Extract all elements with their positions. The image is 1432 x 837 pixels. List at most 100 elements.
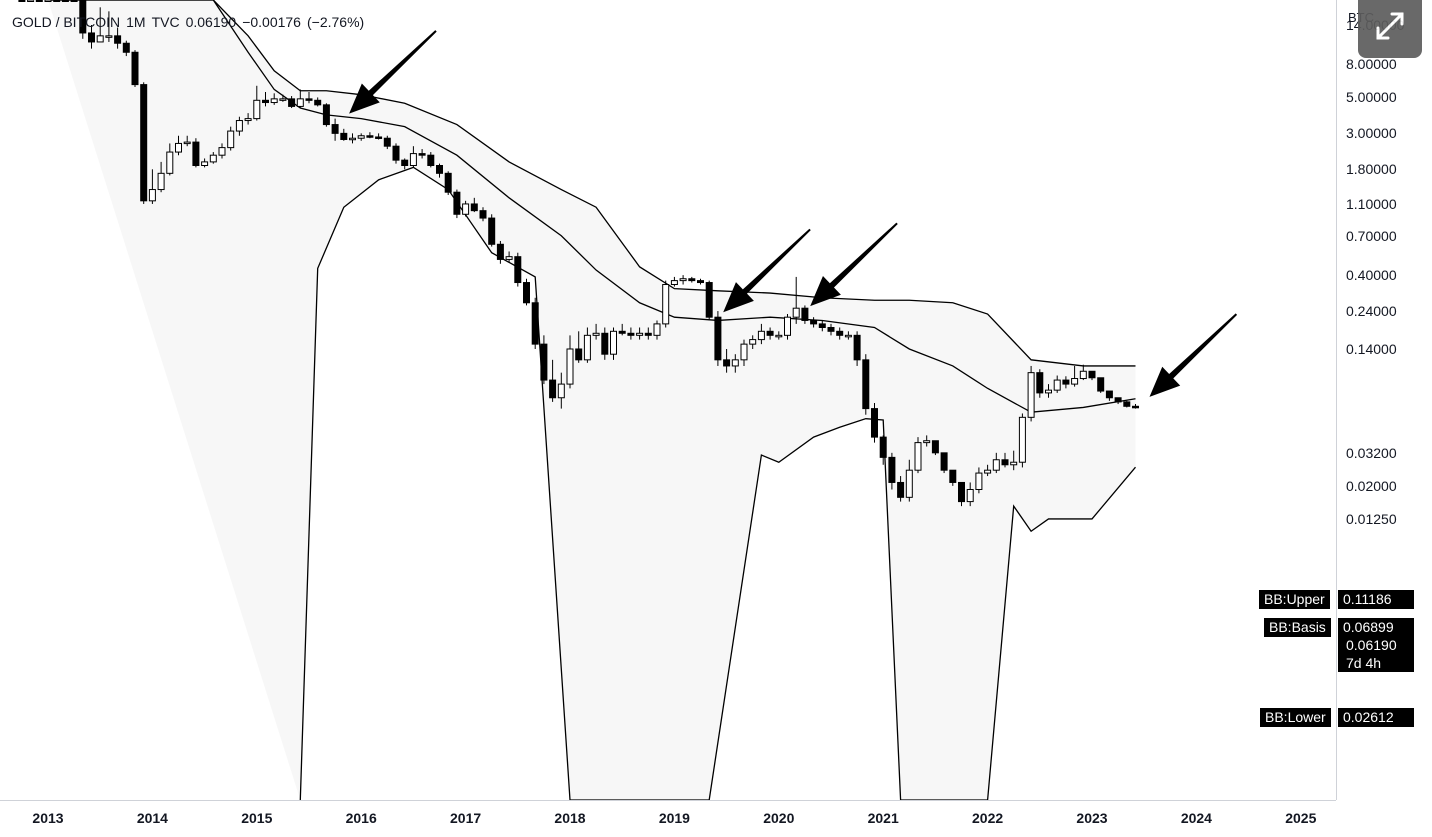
candle — [1036, 369, 1044, 398]
annotation-arrows — [349, 30, 1238, 397]
annotation-arrow — [349, 30, 437, 114]
candle — [235, 116, 243, 136]
candle-body — [931, 440, 939, 454]
candle-body — [523, 282, 530, 304]
candle — [488, 214, 496, 247]
x-tick-label: 2020 — [763, 810, 795, 826]
bb-basis-value: 0.06899 — [1338, 618, 1414, 637]
bb-upper-value: 0.11186 — [1338, 590, 1414, 609]
candle — [470, 197, 478, 213]
candle-body — [1018, 416, 1026, 463]
candle-body — [157, 172, 165, 191]
candle-body — [601, 332, 609, 355]
candle-body — [488, 217, 496, 245]
candle — [157, 161, 165, 193]
y-tick-label: 3.00000 — [1346, 125, 1397, 142]
candle-body — [958, 481, 965, 503]
x-tick-label: 2013 — [32, 810, 64, 826]
candle — [766, 327, 774, 340]
candle — [375, 133, 383, 140]
candle-body — [618, 330, 626, 334]
candle — [958, 481, 965, 507]
candle — [636, 327, 644, 340]
candle — [148, 169, 156, 204]
candle — [575, 331, 583, 363]
y-tick-label: 0.01250 — [1346, 510, 1397, 527]
candle — [305, 92, 313, 104]
current-price-box: 0.06190 7d 4h — [1338, 636, 1414, 672]
candle-body — [244, 118, 252, 122]
y-tick-label: 0.70000 — [1346, 227, 1397, 244]
candle-body — [462, 203, 470, 215]
candle — [966, 482, 974, 507]
candle-body — [209, 154, 217, 163]
candle — [653, 320, 661, 340]
y-tick-label: 0.14000 — [1346, 340, 1397, 357]
chart-plot[interactable] — [0, 0, 1336, 800]
candle — [1018, 413, 1026, 468]
candle — [401, 158, 409, 170]
candle — [322, 103, 330, 127]
candle — [731, 354, 739, 373]
candle-body — [784, 316, 791, 336]
candle — [1071, 365, 1079, 387]
x-tick-label: 2014 — [136, 810, 168, 826]
candle-body — [1045, 389, 1052, 394]
candle — [531, 297, 539, 349]
candle — [462, 200, 470, 217]
candle-body — [610, 330, 617, 355]
candle-body — [18, 0, 26, 2]
candle-body — [810, 319, 818, 325]
source-label: TVC — [151, 14, 180, 30]
candle-body — [575, 348, 583, 361]
candle-body — [775, 334, 783, 338]
candle-body — [731, 359, 739, 367]
candle-body — [984, 469, 992, 474]
candle-body — [383, 137, 391, 147]
candle-body — [253, 99, 261, 120]
candle — [662, 280, 670, 328]
current-price: 0.06190 — [1346, 637, 1397, 653]
candle-body — [114, 35, 122, 44]
candle — [897, 476, 905, 502]
candle — [44, 0, 52, 2]
candle-body — [1088, 370, 1096, 379]
fullscreen-button[interactable] — [1358, 0, 1422, 58]
candle-body — [705, 282, 713, 318]
candle-body — [44, 0, 52, 2]
candle — [1010, 450, 1018, 471]
time-axis[interactable] — [0, 800, 1336, 837]
candle-body — [749, 339, 757, 345]
candle — [53, 0, 61, 2]
candle — [392, 143, 400, 164]
y-tick-label: 0.02000 — [1346, 477, 1397, 494]
candle-body — [1001, 459, 1009, 466]
candle — [975, 467, 983, 494]
x-tick-label: 2015 — [241, 810, 273, 826]
candle — [853, 331, 861, 366]
x-tick-label: 2022 — [972, 810, 1004, 826]
candle-body — [1123, 401, 1131, 407]
candle-body — [453, 191, 461, 215]
candle-body — [566, 348, 574, 385]
candle-body — [357, 135, 365, 139]
candle — [114, 27, 122, 49]
x-tick-label: 2024 — [1180, 810, 1212, 826]
candle-body — [836, 330, 844, 336]
candle-body — [1079, 370, 1087, 380]
candle — [723, 348, 731, 373]
candle-body — [644, 332, 652, 336]
candle — [749, 335, 757, 349]
candle-body — [583, 334, 591, 361]
candle — [757, 323, 765, 345]
candle — [35, 0, 43, 2]
candle-body — [1053, 379, 1061, 391]
candle — [183, 135, 191, 147]
candle-body — [670, 280, 678, 286]
candle — [427, 152, 435, 168]
candle — [357, 133, 365, 141]
candle-body — [1097, 377, 1105, 392]
candle-body — [636, 332, 644, 336]
y-tick-label: 5.00000 — [1346, 89, 1397, 106]
price-axis[interactable] — [1336, 0, 1432, 800]
